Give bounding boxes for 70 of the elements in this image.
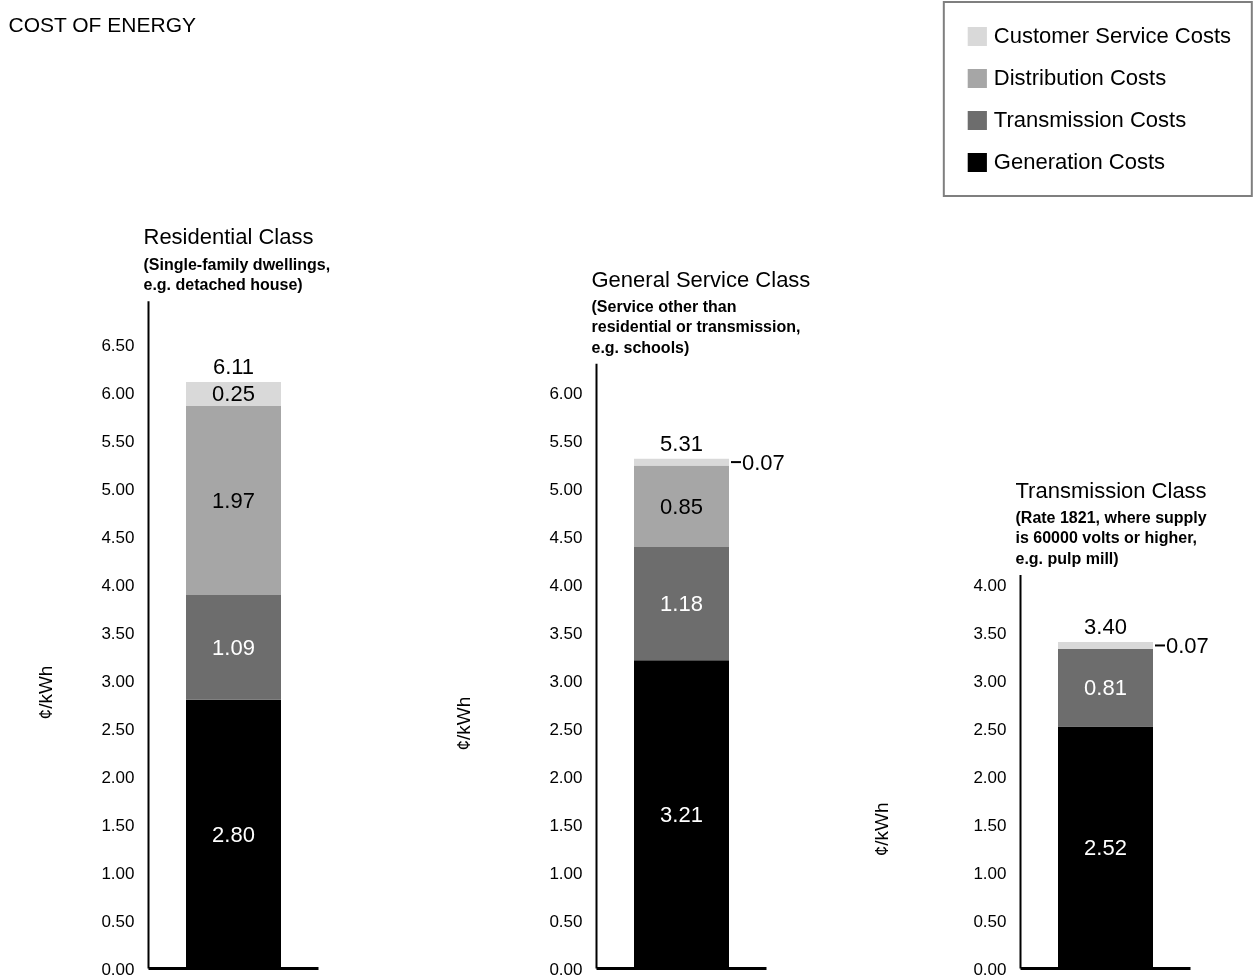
legend-label: Generation Costs [993, 149, 1166, 175]
legend-label: Distribution Costs [993, 65, 1167, 91]
y-tick-label: 3.50 [973, 623, 1007, 643]
y-tick-label: 0.50 [549, 911, 583, 931]
y-tick-label: 4.00 [973, 575, 1007, 595]
data-label: 2.52 [1084, 835, 1127, 861]
y-tick-label: 0.00 [549, 959, 583, 979]
data-label: 1.09 [212, 634, 255, 660]
chart-title: General Service Class [591, 266, 811, 292]
y-axis-title: ¢/kWh [35, 665, 56, 720]
data-label: 1.18 [660, 591, 703, 617]
y-tick-label: 0.00 [101, 959, 135, 979]
data-label: 0.81 [1084, 675, 1127, 701]
legend-label: Customer Service Costs [993, 23, 1231, 49]
data-label: 2.80 [212, 821, 255, 847]
data-label: 0.07 [742, 449, 785, 475]
y-tick-label: 3.50 [101, 623, 135, 643]
total-label: 5.31 [660, 430, 703, 456]
y-tick-label: 0.50 [973, 911, 1007, 931]
y-tick-label: 5.00 [549, 479, 583, 499]
chart-subtitle: (Service other than residential or transmission, e.g. schools) [591, 297, 801, 356]
y-tick-label: 1.50 [973, 815, 1007, 835]
y-tick-label: 1.50 [101, 815, 135, 835]
y-tick-label: 1.00 [101, 863, 135, 883]
y-tick-label: 3.00 [973, 671, 1007, 691]
y-axis-title: ¢/kWh [453, 696, 474, 751]
y-tick-label: 4.50 [549, 527, 583, 547]
y-tick-label: 4.50 [101, 527, 135, 547]
y-tick-label: 3.50 [549, 623, 583, 643]
data-label: 0.25 [212, 381, 255, 407]
y-tick-label: 1.00 [549, 863, 583, 883]
y-tick-label: 3.00 [101, 671, 135, 691]
y-tick-label: 6.00 [101, 383, 135, 403]
y-tick-label: 0.50 [101, 911, 135, 931]
y-tick-label: 2.00 [549, 767, 583, 787]
y-tick-label: 5.50 [101, 431, 135, 451]
y-tick-label: 5.00 [101, 479, 135, 499]
bar [186, 595, 281, 700]
legend-label: Transmission Costs [993, 107, 1187, 133]
bar [1058, 642, 1153, 649]
y-tick-label: 5.50 [549, 431, 583, 451]
y-tick-label: 6.50 [101, 335, 135, 355]
bar [1058, 648, 1153, 727]
total-label: 6.11 [212, 353, 255, 379]
chart-title: Transmission Class [1015, 477, 1207, 503]
y-tick-label: 2.00 [973, 767, 1007, 787]
y-tick-label: 4.00 [549, 575, 583, 595]
bar [634, 547, 729, 661]
y-tick-label: 2.00 [101, 767, 135, 787]
y-tick-label: 4.00 [101, 575, 135, 595]
chart-title: Residential Class [143, 224, 314, 250]
y-tick-label: 2.50 [973, 719, 1007, 739]
y-tick-label: 2.50 [549, 719, 583, 739]
chart-subtitle: (Single-family dwellings, e.g. detached house) [143, 255, 331, 294]
text: COST OF ENERGY [8, 12, 196, 36]
y-tick-label: 3.00 [549, 671, 583, 691]
data-label: 0.85 [660, 493, 703, 519]
y-tick-label: 1.00 [973, 863, 1007, 883]
bar [186, 405, 281, 596]
bar [634, 465, 729, 548]
data-label: 3.21 [660, 801, 703, 827]
y-tick-label: 6.00 [549, 383, 583, 403]
chart-subtitle: (Rate 1821, where supply is 60000 volts or higher, e.g. pulp mill) [1015, 509, 1207, 567]
data-label: 1.97 [212, 488, 255, 513]
data-label: 0.07 [1166, 632, 1209, 658]
y-tick-label: 2.50 [101, 719, 135, 739]
y-axis-title: ¢/kWh [871, 802, 892, 857]
total-label: 3.40 [1084, 614, 1127, 640]
y-tick-label: 1.50 [549, 815, 583, 835]
y-tick-label: 0.00 [973, 959, 1007, 979]
